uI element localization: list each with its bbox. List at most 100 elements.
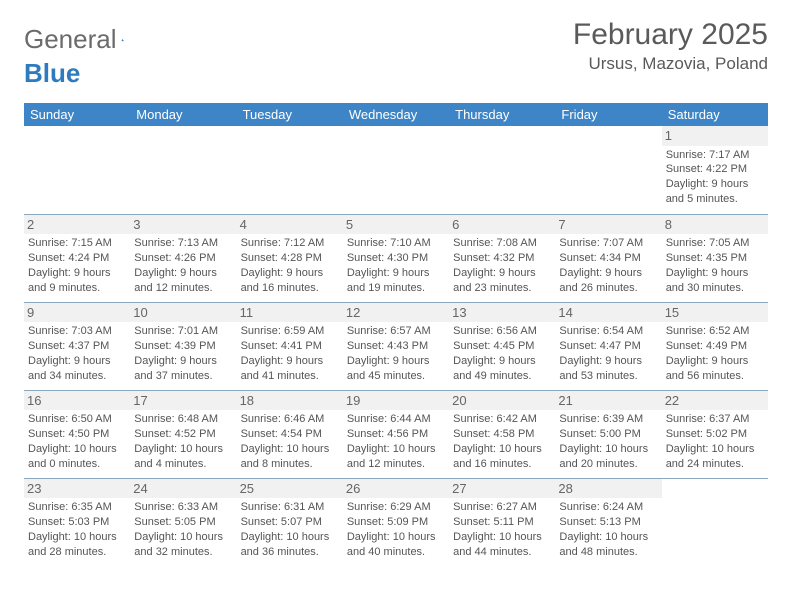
weekday-header: Saturday xyxy=(662,103,768,126)
day-detail: Sunset: 4:49 PM xyxy=(666,339,764,354)
day-detail: Sunset: 4:35 PM xyxy=(666,251,764,266)
day-detail: Sunrise: 7:10 AM xyxy=(347,236,445,251)
table-row: 23Sunrise: 6:35 AMSunset: 5:03 PMDayligh… xyxy=(24,478,768,566)
day-cell: 14Sunrise: 6:54 AMSunset: 4:47 PMDayligh… xyxy=(555,302,661,390)
day-detail: and 12 minutes. xyxy=(134,281,232,296)
day-detail: and 9 minutes. xyxy=(28,281,126,296)
weekday-header: Friday xyxy=(555,103,661,126)
logo-text-blue: Blue xyxy=(24,58,80,89)
day-detail: Sunrise: 7:03 AM xyxy=(28,324,126,339)
day-number: 15 xyxy=(662,303,768,323)
day-detail: Sunset: 5:07 PM xyxy=(241,515,339,530)
day-cell xyxy=(130,126,236,214)
day-detail: Sunrise: 6:57 AM xyxy=(347,324,445,339)
day-cell: 17Sunrise: 6:48 AMSunset: 4:52 PMDayligh… xyxy=(130,390,236,478)
day-detail: Sunrise: 6:39 AM xyxy=(559,412,657,427)
day-detail: Sunrise: 6:35 AM xyxy=(28,500,126,515)
day-detail: Sunrise: 7:08 AM xyxy=(453,236,551,251)
day-number: 2 xyxy=(24,215,130,235)
day-detail: Daylight: 9 hours xyxy=(453,354,551,369)
day-detail: Sunset: 4:54 PM xyxy=(241,427,339,442)
day-number: 27 xyxy=(449,479,555,499)
day-detail: Sunset: 5:05 PM xyxy=(134,515,232,530)
day-detail: Sunset: 4:41 PM xyxy=(241,339,339,354)
day-detail: Daylight: 10 hours xyxy=(453,442,551,457)
day-detail: Sunset: 4:45 PM xyxy=(453,339,551,354)
day-number: 6 xyxy=(449,215,555,235)
day-detail: and 24 minutes. xyxy=(666,457,764,472)
day-number: 13 xyxy=(449,303,555,323)
day-number: 25 xyxy=(237,479,343,499)
day-cell: 16Sunrise: 6:50 AMSunset: 4:50 PMDayligh… xyxy=(24,390,130,478)
day-detail: Daylight: 9 hours xyxy=(134,354,232,369)
day-detail: Sunset: 4:52 PM xyxy=(134,427,232,442)
day-detail: Daylight: 9 hours xyxy=(347,354,445,369)
day-detail: Sunrise: 7:07 AM xyxy=(559,236,657,251)
day-detail: Daylight: 9 hours xyxy=(241,266,339,281)
day-detail: Sunset: 5:11 PM xyxy=(453,515,551,530)
day-cell: 3Sunrise: 7:13 AMSunset: 4:26 PMDaylight… xyxy=(130,214,236,302)
day-detail: Sunrise: 6:33 AM xyxy=(134,500,232,515)
day-detail: and 48 minutes. xyxy=(559,545,657,560)
day-detail: Daylight: 9 hours xyxy=(347,266,445,281)
day-detail: Daylight: 10 hours xyxy=(453,530,551,545)
day-detail: Daylight: 9 hours xyxy=(28,266,126,281)
day-cell: 6Sunrise: 7:08 AMSunset: 4:32 PMDaylight… xyxy=(449,214,555,302)
day-detail: Sunset: 5:03 PM xyxy=(28,515,126,530)
day-detail: and 5 minutes. xyxy=(666,192,764,207)
title-block: February 2025 Ursus, Mazovia, Poland xyxy=(573,18,768,74)
day-detail: and 45 minutes. xyxy=(347,369,445,384)
day-detail: and 56 minutes. xyxy=(666,369,764,384)
day-detail: Sunrise: 7:17 AM xyxy=(666,148,764,163)
day-detail: Sunrise: 6:37 AM xyxy=(666,412,764,427)
day-detail: and 40 minutes. xyxy=(347,545,445,560)
day-number: 23 xyxy=(24,479,130,499)
day-detail: and 37 minutes. xyxy=(134,369,232,384)
day-detail: Daylight: 9 hours xyxy=(559,266,657,281)
day-detail: and 30 minutes. xyxy=(666,281,764,296)
day-detail: Daylight: 10 hours xyxy=(241,442,339,457)
day-detail: Daylight: 10 hours xyxy=(28,530,126,545)
table-row: 9Sunrise: 7:03 AMSunset: 4:37 PMDaylight… xyxy=(24,302,768,390)
day-detail: and 23 minutes. xyxy=(453,281,551,296)
day-detail: Daylight: 10 hours xyxy=(347,442,445,457)
day-cell: 25Sunrise: 6:31 AMSunset: 5:07 PMDayligh… xyxy=(237,478,343,566)
day-detail: Daylight: 9 hours xyxy=(666,266,764,281)
day-detail: and 26 minutes. xyxy=(559,281,657,296)
day-cell: 5Sunrise: 7:10 AMSunset: 4:30 PMDaylight… xyxy=(343,214,449,302)
day-detail: Daylight: 9 hours xyxy=(666,354,764,369)
day-detail: Daylight: 10 hours xyxy=(666,442,764,457)
day-detail: and 16 minutes. xyxy=(241,281,339,296)
day-cell xyxy=(237,126,343,214)
day-cell: 1Sunrise: 7:17 AMSunset: 4:22 PMDaylight… xyxy=(662,126,768,214)
weekday-header: Sunday xyxy=(24,103,130,126)
day-detail: Sunset: 4:24 PM xyxy=(28,251,126,266)
day-number: 5 xyxy=(343,215,449,235)
day-cell xyxy=(662,478,768,566)
logo-sail-icon xyxy=(121,29,124,51)
day-cell: 22Sunrise: 6:37 AMSunset: 5:02 PMDayligh… xyxy=(662,390,768,478)
day-cell: 18Sunrise: 6:46 AMSunset: 4:54 PMDayligh… xyxy=(237,390,343,478)
location-label: Ursus, Mazovia, Poland xyxy=(573,54,768,74)
day-number: 10 xyxy=(130,303,236,323)
day-number: 26 xyxy=(343,479,449,499)
day-detail: Sunrise: 6:27 AM xyxy=(453,500,551,515)
day-detail: Sunset: 4:32 PM xyxy=(453,251,551,266)
day-detail: Sunset: 4:47 PM xyxy=(559,339,657,354)
day-detail: and 44 minutes. xyxy=(453,545,551,560)
day-cell xyxy=(449,126,555,214)
day-detail: Daylight: 10 hours xyxy=(134,530,232,545)
day-number: 17 xyxy=(130,391,236,411)
day-detail: Daylight: 9 hours xyxy=(241,354,339,369)
day-detail: Sunrise: 6:48 AM xyxy=(134,412,232,427)
day-cell: 8Sunrise: 7:05 AMSunset: 4:35 PMDaylight… xyxy=(662,214,768,302)
day-number: 24 xyxy=(130,479,236,499)
day-detail: Sunrise: 7:12 AM xyxy=(241,236,339,251)
day-cell: 28Sunrise: 6:24 AMSunset: 5:13 PMDayligh… xyxy=(555,478,661,566)
day-detail: Daylight: 9 hours xyxy=(453,266,551,281)
day-cell: 11Sunrise: 6:59 AMSunset: 4:41 PMDayligh… xyxy=(237,302,343,390)
day-detail: Sunrise: 6:42 AM xyxy=(453,412,551,427)
day-detail: Sunset: 4:58 PM xyxy=(453,427,551,442)
day-cell: 27Sunrise: 6:27 AMSunset: 5:11 PMDayligh… xyxy=(449,478,555,566)
day-detail: and 41 minutes. xyxy=(241,369,339,384)
